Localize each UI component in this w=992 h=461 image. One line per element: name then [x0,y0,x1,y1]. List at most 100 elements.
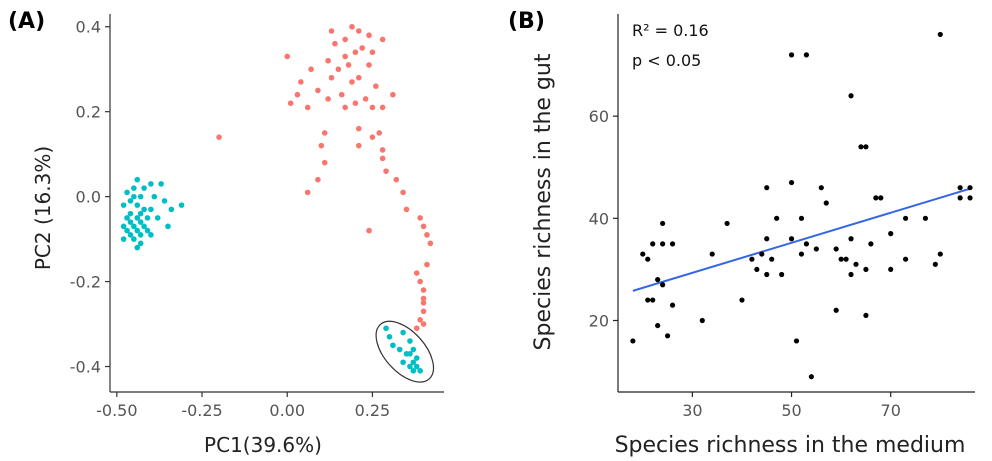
richness-point [759,251,765,257]
richness-point [798,215,805,221]
pca-point-red [287,100,294,106]
pca-point-red [315,87,321,94]
richness-point [655,277,661,283]
richness-y-axis-title: Species richness in the gut [531,53,556,350]
pca-point-teal [390,342,396,349]
pca-point-red [413,270,420,276]
pca-point-teal [410,367,417,374]
pca-point-red [342,36,348,43]
richness-point [739,297,745,303]
pca-point-red [362,96,369,102]
richness-point [853,261,859,267]
pca-point-red [420,321,427,327]
richness-x-axis-title: Species richness in the medium [615,433,966,458]
pca-point-teal [134,215,141,221]
richness-point [788,52,795,58]
pca-point-teal [131,193,137,200]
richness-point [888,231,894,237]
pca-point-teal [127,232,134,238]
pca-point-red [342,53,348,60]
pca-point-teal [134,227,141,234]
richness-point [645,256,651,262]
pca-point-teal [131,185,137,191]
pca-y-tick-label: -0.4 [70,358,101,377]
pca-point-red [349,79,355,85]
pca-point-red [379,36,386,43]
pca-point-red [393,176,400,183]
pca-point-red [308,66,314,73]
pca-point-red [369,49,376,56]
pca-point-red [417,215,423,221]
richness-y-tick-label: 20 [589,311,609,330]
pca-point-red [420,308,427,315]
richness-axes: 20 40 60 30 50 70 [589,14,975,420]
richness-point [937,31,943,38]
pca-point-teal [131,223,137,230]
pca-point-red [420,223,427,230]
richness-point [774,215,780,221]
pca-point-teal [127,198,134,204]
pca-point-red [352,49,359,56]
pca-point-red [427,240,434,247]
richness-point [863,266,869,273]
richness-point [724,220,730,227]
richness-point [749,256,755,262]
richness-point [754,266,760,273]
richness-point [843,256,849,262]
pca-point-red [342,104,348,111]
pca-point-teal [400,329,406,336]
richness-point [764,271,770,278]
pca-point-red [321,159,328,166]
richness-point [833,246,839,252]
pca-point-red [383,168,389,174]
pca-point-teal [120,223,127,230]
pca-point-teal [124,227,130,234]
pca-panel: (A) 0.40.20.0-0.2-0.4-0.50 -0.25 0.00 0.25 … [8,9,444,457]
richness-point [788,236,795,242]
richness-x-tick-label: 30 [682,401,702,420]
richness-point [823,200,829,206]
pca-point-teal [158,181,164,187]
richness-point [664,333,671,339]
richness-point [957,185,963,191]
richness-point [699,317,705,324]
pca-point-red [298,79,304,85]
pca-point-red [424,232,430,238]
pca-point-teal [407,338,413,344]
richness-point [630,338,636,344]
richness-point [902,215,909,221]
pca-point-teal [151,193,158,200]
richness-point [873,195,879,201]
richness-point [813,246,819,252]
richness-points [630,31,973,380]
richness-point [764,236,770,242]
pca-point-teal [127,219,134,225]
richness-point [803,52,810,58]
richness-point [650,297,656,303]
pca-point-teal [134,176,141,183]
pca-point-teal [413,363,420,370]
r-squared-annotation: R² = 0.16 [632,21,709,40]
pca-point-teal [141,223,147,230]
richness-point [769,256,775,262]
richness-point [818,185,824,191]
pca-point-teal [413,355,420,361]
pca-point-teal [383,325,389,332]
richness-point [833,307,839,313]
pca-point-red [417,278,423,285]
richness-point [863,144,869,150]
pca-point-teal [396,346,403,353]
pca-point-red [284,53,291,60]
pca-point-red [321,130,328,136]
richness-point [932,261,938,267]
richness-point [645,297,651,303]
richness-point [957,195,963,201]
richness-point [878,195,884,201]
pca-point-red [366,227,372,234]
richness-point [798,251,805,257]
richness-point [808,374,814,380]
regression-line-layer [632,187,971,292]
pca-x-tick-label: 0.25 [355,401,391,420]
pca-x-axis-title: PC1(39.6%) [204,433,322,457]
richness-point [848,236,854,242]
